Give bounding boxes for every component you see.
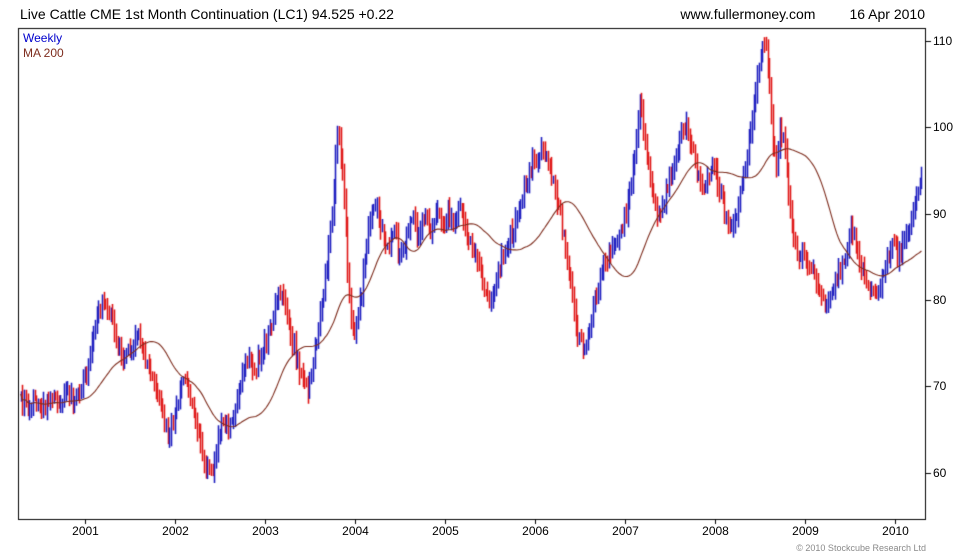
x-tick-label: 2007 bbox=[612, 524, 639, 538]
x-tick-label: 2003 bbox=[252, 524, 279, 538]
x-tick-label: 2010 bbox=[882, 524, 909, 538]
y-tick-label: 110 bbox=[933, 33, 953, 48]
y-tick-label: 100 bbox=[933, 119, 954, 134]
x-tick-label: 2008 bbox=[702, 524, 729, 538]
x-tick-label: 2009 bbox=[792, 524, 819, 538]
y-tick-label: 70 bbox=[933, 378, 947, 393]
y-tick-label: 60 bbox=[933, 465, 947, 480]
legend-ma-label: MA 200 bbox=[23, 46, 64, 60]
x-tick-label: 2002 bbox=[162, 524, 189, 538]
chart-legend: Weekly MA 200 bbox=[23, 31, 64, 61]
y-tick-label: 90 bbox=[933, 206, 947, 221]
copyright-label: © 2010 Stockcube Research Ltd bbox=[796, 543, 926, 553]
x-tick-label: 2005 bbox=[432, 524, 459, 538]
x-tick-label: 2006 bbox=[522, 524, 549, 538]
y-tick-label: 80 bbox=[933, 292, 947, 307]
x-tick-label: 2001 bbox=[72, 524, 99, 538]
x-tick-label: 2004 bbox=[342, 524, 369, 538]
legend-weekly-label: Weekly bbox=[23, 31, 63, 45]
